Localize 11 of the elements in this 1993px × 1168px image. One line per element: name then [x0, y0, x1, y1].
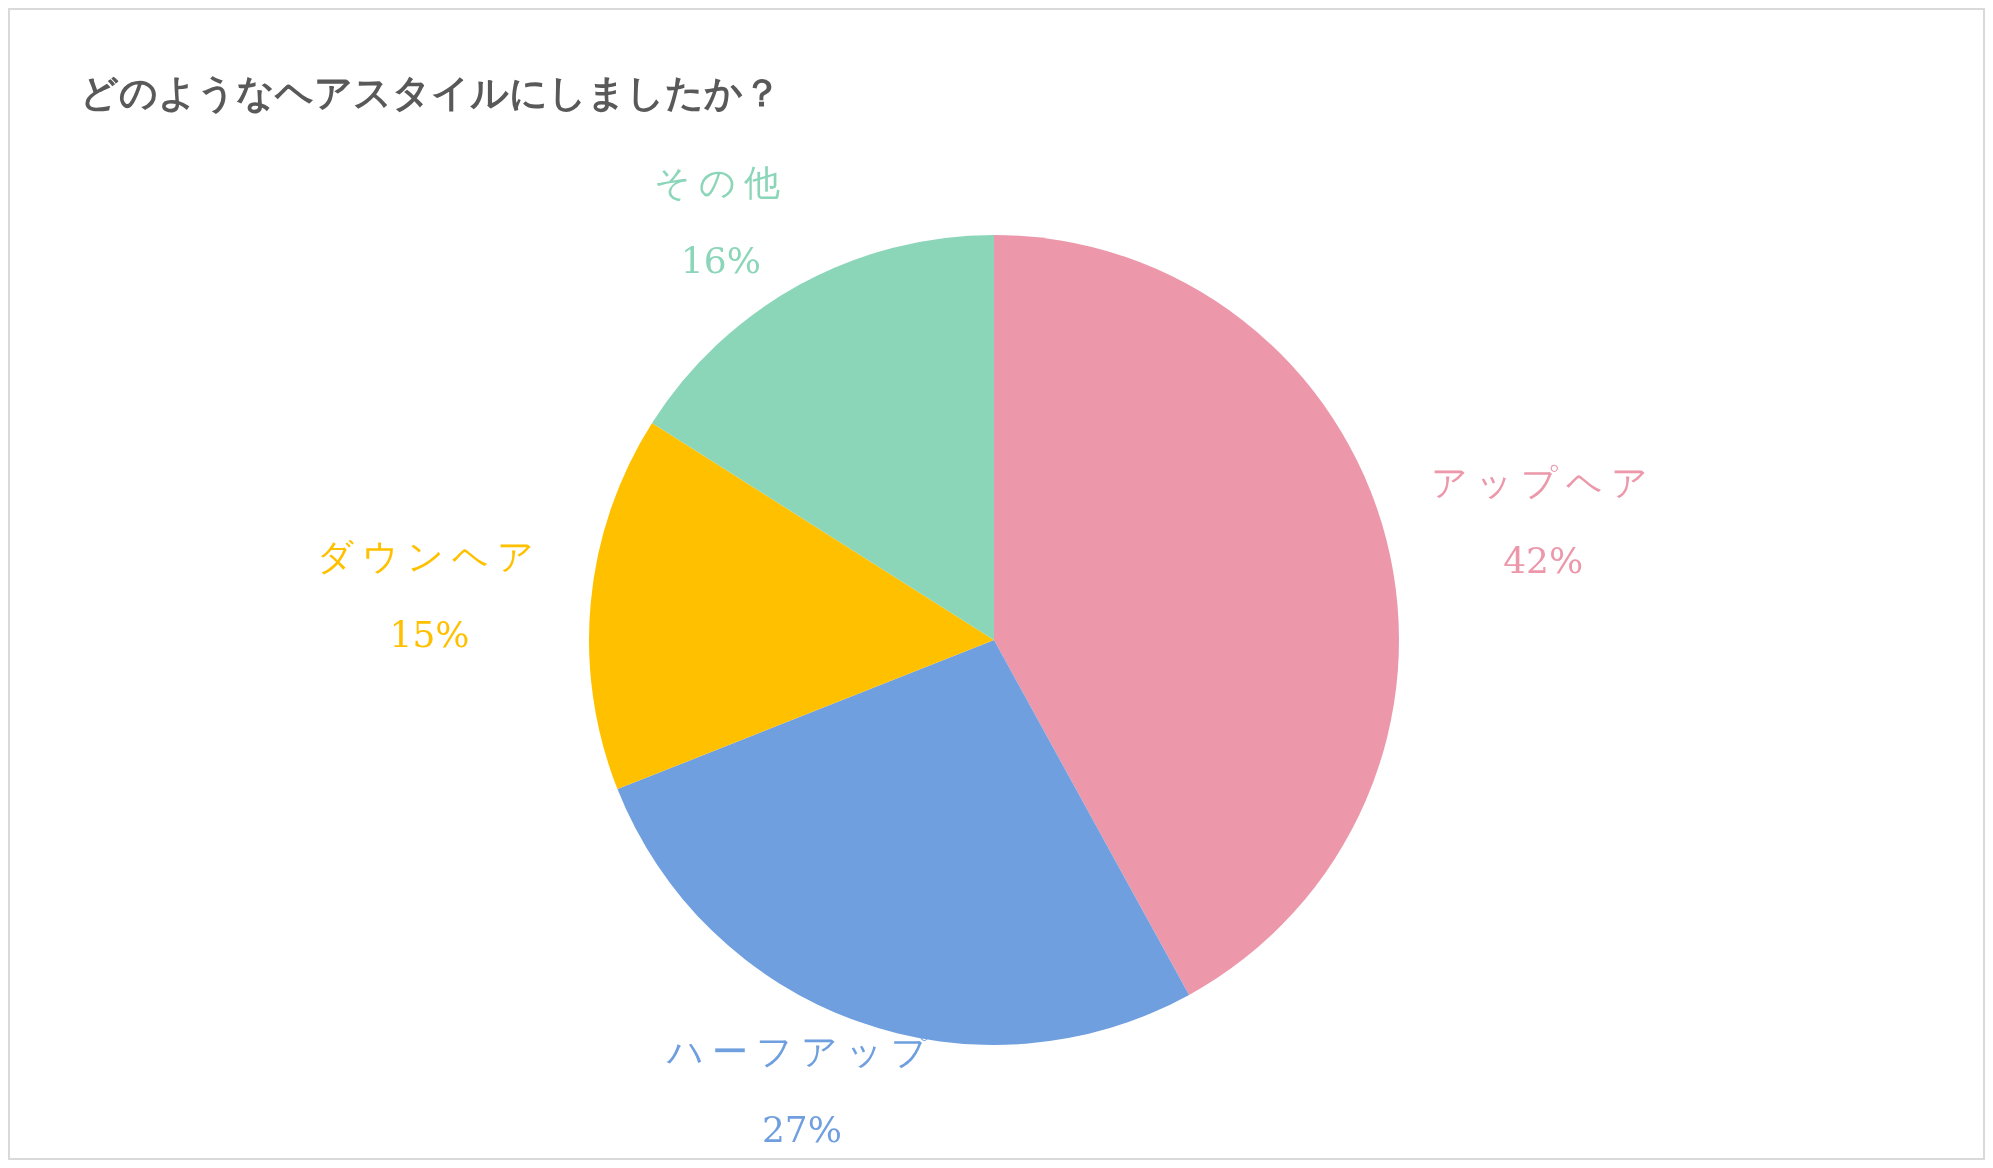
pie-slice: [589, 422, 994, 790]
pie-slice: [994, 235, 1399, 995]
data-label: 42%: [1503, 540, 1584, 582]
slice-label: その他: [653, 162, 788, 204]
pie-slice: [652, 235, 994, 640]
chart-title: どのようなヘアスタイルにしましたか？: [80, 71, 781, 115]
data-label: 15%: [389, 614, 470, 656]
data-label: 27%: [761, 1108, 842, 1150]
data-label: 16%: [680, 240, 761, 282]
slice-label: アップヘア: [1430, 462, 1656, 504]
slice-label: ダウンヘア: [317, 536, 543, 578]
